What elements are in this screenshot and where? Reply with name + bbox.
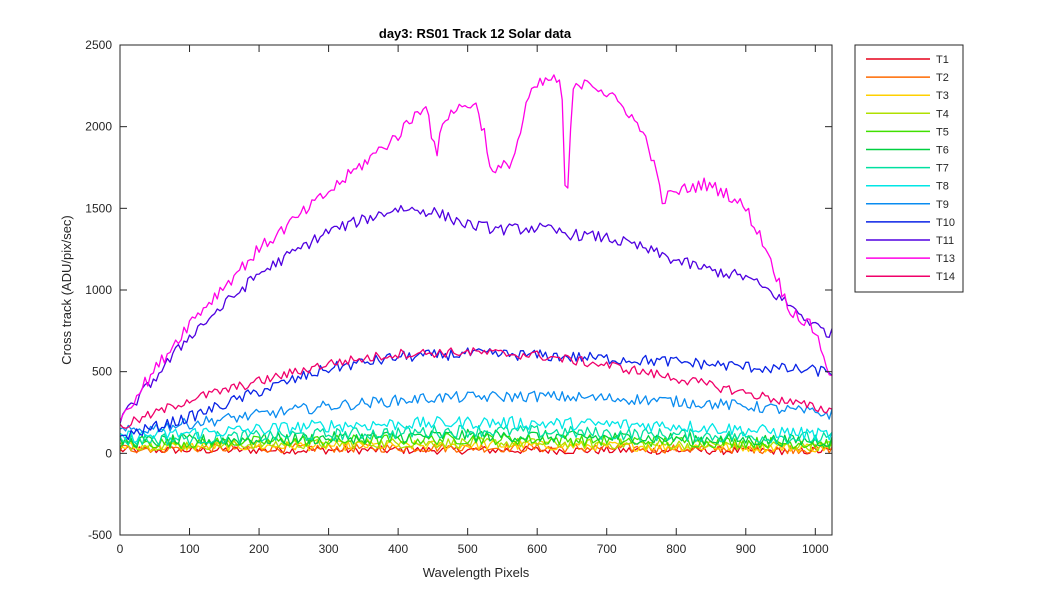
legend-label: T1 (936, 54, 949, 66)
legend-label: T13 (936, 253, 955, 265)
legend-label: T11 (936, 235, 954, 247)
legend-entry-t6: T6 (866, 145, 949, 157)
legend-label: T6 (936, 145, 949, 157)
legend-label: T7 (936, 163, 949, 175)
series-line-t6 (119, 428, 833, 449)
series-line-t8 (119, 415, 833, 444)
x-tick-label: 100 (180, 542, 200, 556)
legend-entry-t11: T11 (866, 235, 954, 247)
legend-entry-t9: T9 (866, 199, 949, 211)
legend-entry-t3: T3 (866, 90, 949, 102)
legend-label: T5 (936, 126, 949, 138)
series-line-t13 (119, 74, 833, 422)
legend-entry-t8: T8 (866, 181, 949, 193)
legend-label: T9 (936, 199, 949, 211)
y-tick-label: 2000 (85, 120, 112, 134)
legend-entry-t2: T2 (866, 72, 949, 84)
x-tick-label: 400 (388, 542, 408, 556)
y-tick-label: 500 (92, 365, 112, 379)
x-tick-label: 1000 (802, 542, 829, 556)
x-tick-label: 900 (736, 542, 756, 556)
legend-entry-t13: T13 (866, 253, 955, 265)
y-tick-label: 1500 (85, 201, 112, 215)
legend-entry-t7: T7 (866, 163, 949, 175)
x-tick-label: 300 (319, 542, 339, 556)
chart-title: day3: RS01 Track 12 Solar data (379, 26, 572, 41)
y-tick-label: 1000 (85, 283, 112, 297)
x-axis-label: Wavelength Pixels (423, 565, 530, 580)
x-tick-label: 500 (458, 542, 478, 556)
legend-label: T4 (936, 108, 949, 120)
legend-entry-t1: T1 (866, 54, 949, 66)
legend-box (854, 44, 964, 293)
legend-label: T8 (936, 181, 949, 193)
legend-entry-t5: T5 (866, 126, 949, 138)
series-line-t7 (119, 424, 833, 446)
series-layer (119, 74, 833, 456)
x-tick-label: 800 (666, 542, 686, 556)
series-line-t9 (119, 390, 833, 434)
x-tick-label: 200 (249, 542, 269, 556)
y-tick-label: 0 (105, 446, 112, 460)
series-line-t11 (119, 204, 833, 424)
legend-label: T14 (936, 271, 955, 283)
series-line-t5 (119, 433, 833, 450)
y-axis: -500 0 500 1000 1500 2000 2500 (85, 38, 832, 542)
y-tick-label: -500 (88, 528, 112, 542)
legend-label: T2 (936, 72, 949, 84)
legend-entry-t4: T4 (866, 108, 949, 120)
x-tick-label: 0 (117, 542, 124, 556)
legend-label: T10 (936, 217, 955, 229)
legend-entry-t10: T10 (866, 217, 955, 229)
x-tick-label: 600 (527, 542, 547, 556)
x-tick-label: 700 (597, 542, 617, 556)
y-tick-label: 2500 (85, 38, 112, 52)
legend-label: T3 (936, 90, 949, 102)
series-line-t1 (119, 445, 833, 456)
legend-entry-t14: T14 (866, 271, 955, 283)
series-line-t14 (119, 347, 833, 429)
x-axis: 0 100 200 300 400 500 600 700 800 900 1000 (117, 45, 829, 556)
plot-area (120, 45, 832, 535)
y-axis-label: Cross track (ADU/pix/sec) (59, 215, 74, 365)
legend: T1 T2 T3 T4 T5 T6 T7 T8 T9 T10 T11 T13 T14 (854, 44, 964, 293)
